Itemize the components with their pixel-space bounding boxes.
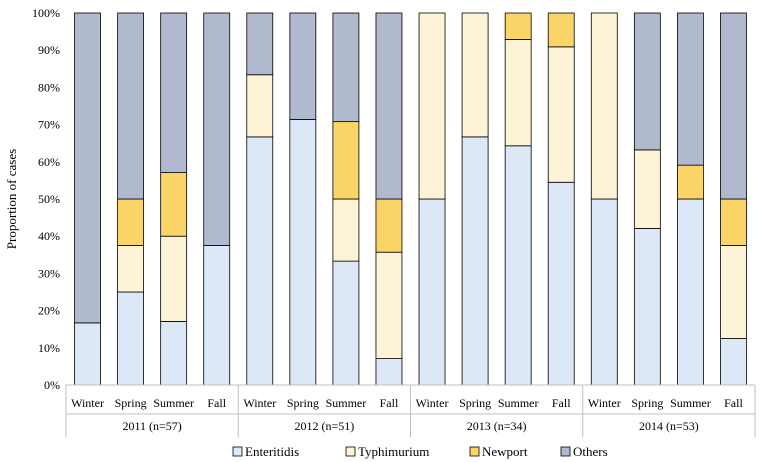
y-tick-label: 90%	[38, 43, 60, 57]
bar-segment-typhimurium	[246, 74, 274, 138]
y-tick-label: 50%	[38, 192, 60, 206]
x-category-label: Fall	[724, 396, 743, 410]
y-tick-label: 30%	[38, 266, 60, 280]
y-tick-label: 10%	[38, 341, 60, 355]
bar-segment-typhimurium	[547, 46, 575, 183]
x-group-label: 2014 (n=53)	[639, 419, 699, 433]
bar-segment-newport	[504, 12, 532, 40]
bar-segment-enteritidis	[203, 245, 231, 386]
x-axis: Winter Spring Summer Fall 2011 (n=57) Winter S…	[65, 384, 756, 437]
x-category-label: Winter	[416, 396, 449, 410]
bar-segment-enteritidis	[633, 227, 661, 386]
bar-segment-enteritidis	[677, 198, 704, 386]
x-category-label: Fall	[380, 396, 399, 410]
bar-segment-others	[289, 12, 317, 120]
bar-segment-enteritidis	[117, 291, 144, 386]
x-category-label: Summer	[326, 396, 367, 410]
bar-segment-typhimurium	[332, 198, 360, 262]
bars	[74, 12, 747, 386]
bar-segment-others	[117, 12, 144, 200]
y-axis: 0% 10% 20% 30% 40% 50% 60% 70% 80% 90% 100%	[32, 6, 60, 392]
bar-segment-enteritidis	[160, 320, 188, 386]
bar-segment-newport	[117, 198, 144, 246]
x-category-label: Summer	[498, 396, 539, 410]
x-category-label: Winter	[588, 396, 621, 410]
bar-segment-newport	[375, 198, 403, 253]
y-tick-label: 40%	[38, 229, 60, 243]
y-tick-label: 100%	[32, 6, 60, 20]
legend-label-others: Others	[573, 444, 608, 459]
x-group-label: 2011 (n=57)	[122, 419, 181, 433]
bar-segment-typhimurium	[504, 39, 532, 147]
bar-segment-enteritidis	[246, 136, 274, 386]
legend-label-typhimurium: Typhimurium	[358, 444, 429, 459]
x-category-label: Spring	[631, 396, 663, 410]
x-category-label: Spring	[115, 396, 147, 410]
legend-swatch-newport	[469, 446, 480, 457]
x-group-label: 2012 (n=51)	[294, 419, 354, 433]
legend: Enteritidis Typhimurium Newport Others	[232, 444, 608, 459]
y-tick-label: 0%	[44, 378, 60, 392]
bar-segment-typhimurium	[375, 251, 403, 359]
bar-segment-others	[720, 12, 747, 200]
legend-swatch-typhimurium	[345, 446, 356, 457]
legend-swatch-enteritidis	[232, 446, 243, 457]
bar-segment-enteritidis	[590, 198, 618, 386]
x-category-label: Fall	[207, 396, 226, 410]
bar-segment-newport	[677, 164, 704, 200]
legend-label-newport: Newport	[482, 444, 528, 459]
x-category-label: Summer	[670, 396, 711, 410]
y-tick-label: 60%	[38, 155, 60, 169]
y-tick-label: 20%	[38, 304, 60, 318]
bar-segment-typhimurium	[633, 149, 661, 229]
bar-segment-newport	[160, 172, 188, 237]
bar-segment-enteritidis	[289, 118, 317, 386]
x-group-label: 2013 (n=34)	[467, 419, 527, 433]
x-category-label: Spring	[459, 396, 491, 410]
x-category-label: Winter	[71, 396, 104, 410]
x-category-label: Summer	[153, 396, 194, 410]
bar-segment-others	[633, 12, 661, 151]
x-category-label: Winter	[243, 396, 276, 410]
bar-segment-enteritidis	[74, 322, 101, 386]
y-tick-label: 80%	[38, 80, 60, 94]
bar-segment-enteritidis	[547, 181, 575, 386]
bar-segment-others	[160, 12, 188, 173]
bar-segment-typhimurium	[160, 235, 188, 322]
bar-segment-others	[375, 12, 403, 200]
bar-segment-enteritidis	[461, 136, 489, 386]
bar-segment-others	[246, 12, 274, 76]
bar-segment-newport	[547, 12, 575, 48]
bar-segment-others	[203, 12, 231, 246]
bar-segment-enteritidis	[720, 338, 747, 386]
bar-segment-enteritidis	[375, 358, 403, 386]
legend-swatch-others	[560, 446, 571, 457]
bar-segment-typhimurium	[117, 245, 144, 293]
bar-segment-enteritidis	[504, 145, 532, 386]
bar-segment-newport	[332, 121, 360, 200]
bar-segment-newport	[720, 198, 747, 246]
bar-segment-enteritidis	[332, 260, 360, 386]
x-category-label: Spring	[287, 396, 319, 410]
bar-segment-others	[74, 12, 101, 324]
bar-segment-others	[332, 12, 360, 123]
bar-segment-typhimurium	[461, 12, 489, 138]
legend-label-enteritidis: Enteritidis	[245, 444, 299, 459]
bar-segment-typhimurium	[720, 245, 747, 339]
bar-segment-enteritidis	[418, 198, 446, 386]
x-category-label: Fall	[552, 396, 571, 410]
bar-segment-typhimurium	[590, 12, 618, 200]
y-tick-label: 70%	[38, 118, 60, 132]
bar-segment-typhimurium	[418, 12, 446, 200]
bar-segment-others	[677, 12, 704, 166]
y-axis-label: Proportion of cases	[4, 149, 19, 249]
